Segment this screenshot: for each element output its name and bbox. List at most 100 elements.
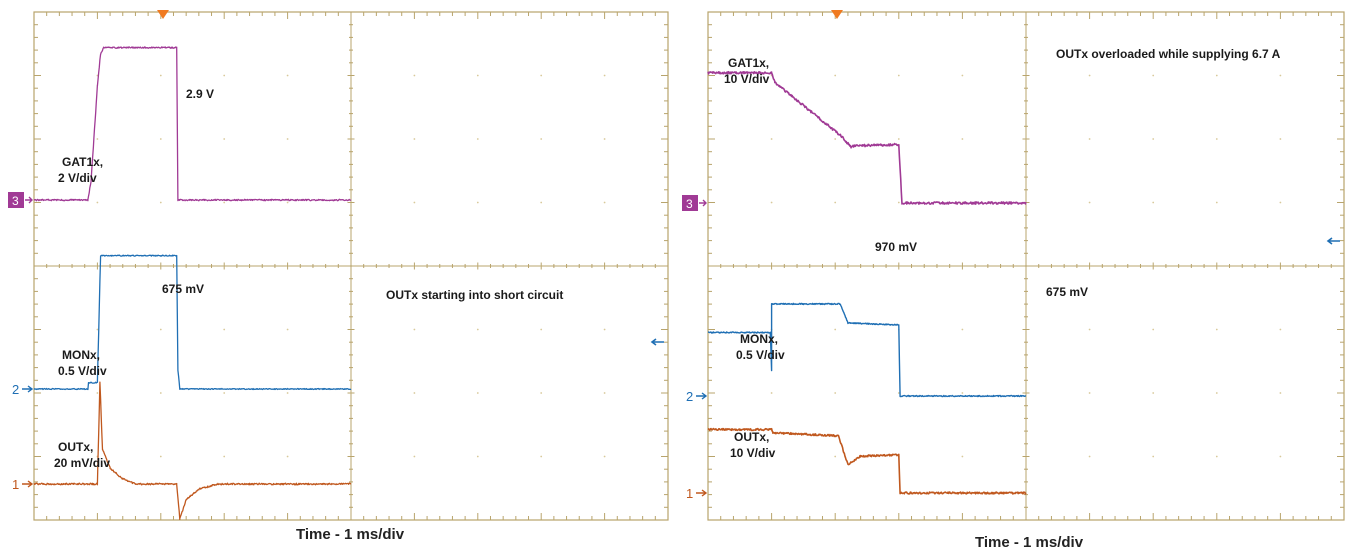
- grid-dot: [1279, 392, 1282, 394]
- mon-level-annotation: 675 mV: [162, 282, 204, 296]
- grid-dot: [1279, 201, 1282, 204]
- channel-3-marker: [8, 192, 24, 208]
- channel-2-name: MONx,: [740, 332, 778, 346]
- grid-dot: [413, 455, 416, 458]
- channel-3-scale: 2 V/div: [58, 171, 97, 185]
- grid-dot: [413, 328, 416, 331]
- grid-dot: [159, 455, 162, 458]
- channel-2-name: MONx,: [62, 348, 100, 362]
- grid-dot: [96, 138, 99, 140]
- grid-dot: [96, 328, 99, 331]
- grid-dot: [961, 328, 964, 331]
- grid-dot: [834, 455, 837, 458]
- channel-1-marker-label: 1: [686, 486, 693, 501]
- grid-dot: [96, 392, 99, 394]
- grid-dot: [476, 392, 479, 394]
- trace-ch3: [707, 70, 1027, 205]
- grid-dot: [1088, 392, 1091, 394]
- grid-dot: [476, 455, 479, 458]
- channel-2-arrow-icon: [22, 385, 34, 393]
- grid-dot: [1152, 201, 1155, 204]
- trigger-marker-icon: [831, 10, 843, 19]
- grid-dot: [897, 74, 900, 77]
- grid-dot: [834, 74, 837, 77]
- scope-plot-left: 3 GAT1x, 2 V/div 2 MONx, 0.5 V/div 1 OUTx, 20 mV…: [8, 10, 669, 521]
- grid-dot: [476, 138, 479, 140]
- grid-dot: [897, 201, 900, 204]
- scope-plot-right: 3 GAT1x, 10 V/div 2 MONx, 0.5 V/div 1 OUTx, 10 V…: [682, 10, 1345, 521]
- grid-dot: [603, 138, 606, 140]
- channel-3-scale: 10 V/div: [724, 72, 770, 86]
- grid-dot: [603, 74, 606, 77]
- trigger-marker-icon: [157, 10, 169, 19]
- channel-3-name: GAT1x,: [728, 56, 769, 70]
- grid-dot: [540, 328, 543, 331]
- grid-dot: [286, 138, 289, 140]
- grid-dot: [540, 138, 543, 140]
- channel-3-name: GAT1x,: [62, 155, 103, 169]
- grid-dot: [1215, 328, 1218, 331]
- grid-dot: [413, 74, 416, 77]
- grid-dot: [1279, 138, 1282, 140]
- grid-dot: [961, 74, 964, 77]
- grid-ticks: [707, 11, 1345, 521]
- channel-2-marker-label: 2: [12, 382, 19, 397]
- grid-dot: [834, 201, 837, 204]
- grid-dot: [770, 138, 773, 140]
- trace-ch1: [33, 381, 352, 521]
- grid-dot: [961, 455, 964, 458]
- grid-ticks: [33, 11, 669, 521]
- grid-dot: [1088, 74, 1091, 77]
- grid-dot: [159, 328, 162, 331]
- grid-dot: [603, 201, 606, 204]
- grid-dot: [1279, 455, 1282, 458]
- grid-dot: [223, 138, 226, 140]
- grid-dot: [476, 74, 479, 77]
- channel-1-arrow-icon: [22, 480, 34, 488]
- grid-dot: [159, 201, 162, 204]
- trace-ch3: [33, 46, 352, 202]
- grid-dot: [1088, 201, 1091, 204]
- grid-dot: [476, 328, 479, 331]
- grid-dot: [1279, 328, 1282, 331]
- grid-dot: [961, 392, 964, 394]
- grid-dot: [1215, 392, 1218, 394]
- grid-dot: [159, 74, 162, 77]
- channel-2-scale: 0.5 V/div: [58, 364, 107, 378]
- grid-dot: [1215, 138, 1218, 140]
- grid-dot: [603, 392, 606, 394]
- grid-dot: [1215, 201, 1218, 204]
- grid-dot: [1152, 455, 1155, 458]
- grid-dot: [223, 328, 226, 331]
- grid-dot: [1152, 138, 1155, 140]
- offset-arrow-icon: [1326, 237, 1340, 245]
- trace-ch2: [33, 254, 352, 391]
- mon-mid-level-annotation: 675 mV: [1046, 285, 1088, 299]
- trace-ch1: [707, 427, 1027, 495]
- grid-dot: [603, 455, 606, 458]
- grid-dot: [96, 201, 99, 204]
- mon-high-level-annotation: 970 mV: [875, 240, 917, 254]
- grid-dot: [413, 201, 416, 204]
- grid-dot: [1088, 138, 1091, 140]
- grid-dot: [540, 392, 543, 394]
- grid-dot: [286, 392, 289, 394]
- grid-dot: [476, 201, 479, 204]
- grid-dot: [834, 328, 837, 331]
- grid-dot: [286, 455, 289, 458]
- grid-dot: [159, 392, 162, 394]
- channel-1-name: OUTx,: [734, 430, 769, 444]
- grid-dot: [1279, 74, 1282, 77]
- grid-dot: [540, 201, 543, 204]
- condition-annotation: OUTx starting into short circuit: [386, 288, 563, 302]
- channel-1-marker-label: 1: [12, 477, 19, 492]
- grid-dot: [223, 201, 226, 204]
- grid-dot: [770, 392, 773, 394]
- grid-dot: [603, 328, 606, 331]
- channel-1-scale: 20 mV/div: [54, 456, 110, 470]
- grid-dot: [1215, 74, 1218, 77]
- scope-panel-left: 3 GAT1x, 2 V/div 2 MONx, 0.5 V/div 1 OUTx, 20 mV…: [0, 0, 672, 553]
- trace-ch2: [707, 302, 1027, 398]
- x-axis-label-left: Time - 1 ms/div: [295, 526, 405, 543]
- grid-dot: [286, 328, 289, 331]
